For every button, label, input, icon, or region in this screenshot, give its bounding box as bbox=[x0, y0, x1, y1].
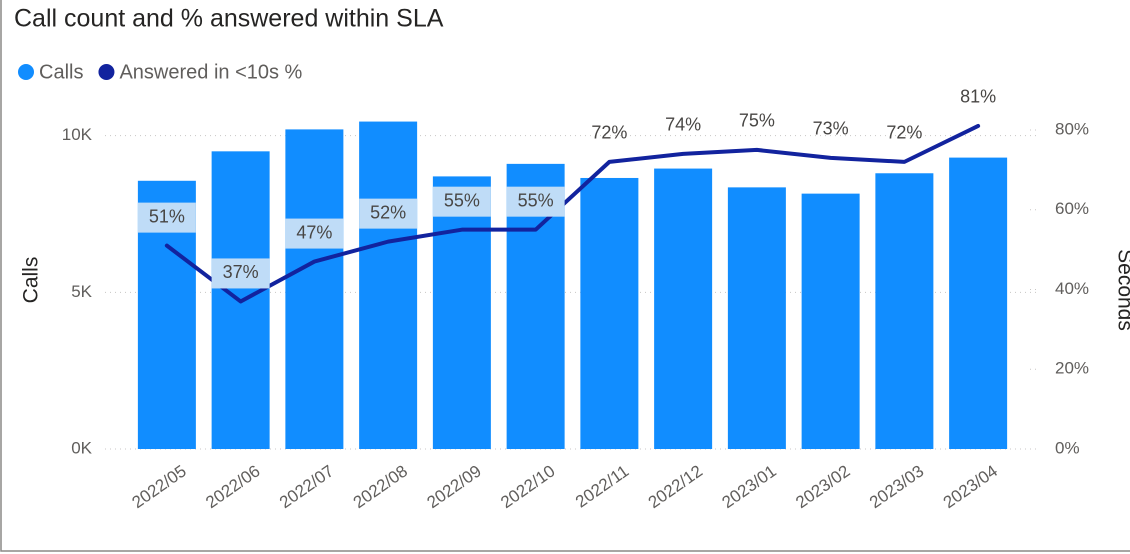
line-labels: 51% 37% 47% 52% 55% 55% 72% 74% 75% 73% 72% 81% bbox=[137, 87, 996, 289]
legend-label: Calls bbox=[39, 61, 83, 83]
y2-tick-label: 80% bbox=[1055, 119, 1089, 138]
x-tick-label: 2022/05 bbox=[129, 461, 190, 512]
bar bbox=[359, 121, 418, 450]
x-tick-label: 2022/09 bbox=[424, 461, 485, 512]
x-tick-label: 2023/04 bbox=[940, 461, 1001, 512]
y2-tick-label: 40% bbox=[1055, 279, 1089, 298]
bar bbox=[580, 177, 639, 449]
data-label: 72% bbox=[886, 123, 922, 143]
label-box bbox=[285, 218, 344, 249]
x-tick-label: 2022/08 bbox=[350, 461, 411, 512]
data-label: 73% bbox=[813, 119, 849, 139]
x-tick-label: 2022/10 bbox=[497, 461, 558, 512]
legend-swatch bbox=[98, 64, 115, 80]
y2-tick-label: 20% bbox=[1055, 359, 1089, 378]
data-label: 51% bbox=[149, 206, 185, 226]
x-tick-label: 2023/01 bbox=[719, 461, 780, 512]
bar bbox=[285, 129, 344, 449]
bar bbox=[432, 176, 491, 449]
x-tick-label: 2022/12 bbox=[645, 461, 706, 512]
data-label: 47% bbox=[296, 222, 332, 242]
x-tick-label: 2022/07 bbox=[276, 461, 337, 512]
legend-label: Answered in <10s % bbox=[119, 61, 302, 83]
label-box bbox=[137, 202, 196, 233]
data-label: 74% bbox=[665, 115, 701, 135]
data-label: 55% bbox=[444, 190, 480, 210]
label-box bbox=[432, 186, 491, 217]
bar bbox=[727, 187, 786, 449]
data-label: 81% bbox=[960, 87, 996, 107]
y-axis-label: Calls bbox=[20, 257, 43, 304]
x-tick-label: 2022/11 bbox=[572, 461, 632, 511]
y2-tick-label: 0% bbox=[1055, 438, 1080, 457]
bar bbox=[801, 193, 860, 449]
y-tick-label: 10K bbox=[62, 125, 93, 144]
data-label: 55% bbox=[518, 190, 554, 210]
data-label: 52% bbox=[370, 202, 406, 222]
y-tick-label: 5K bbox=[71, 282, 92, 301]
label-box bbox=[211, 258, 270, 289]
chart-title: Call count and % answered within SLA bbox=[14, 5, 444, 33]
y2-axis-label: Seconds bbox=[1113, 249, 1130, 331]
bar bbox=[875, 173, 934, 449]
data-label: 75% bbox=[739, 111, 775, 131]
line bbox=[164, 123, 981, 304]
x-tick-label: 2022/06 bbox=[202, 461, 263, 512]
bar bbox=[949, 157, 1008, 449]
data-label: 72% bbox=[591, 123, 627, 143]
x-tick-label: 2023/03 bbox=[866, 461, 927, 512]
bar bbox=[654, 168, 713, 450]
y-tick-label: 0K bbox=[71, 438, 92, 457]
legend-swatch bbox=[18, 64, 34, 80]
data-label: 37% bbox=[223, 262, 259, 282]
label-box bbox=[359, 198, 418, 229]
label-box bbox=[506, 186, 565, 217]
x-tick-label: 2023/02 bbox=[792, 461, 853, 512]
y2-tick-label: 60% bbox=[1055, 199, 1089, 218]
